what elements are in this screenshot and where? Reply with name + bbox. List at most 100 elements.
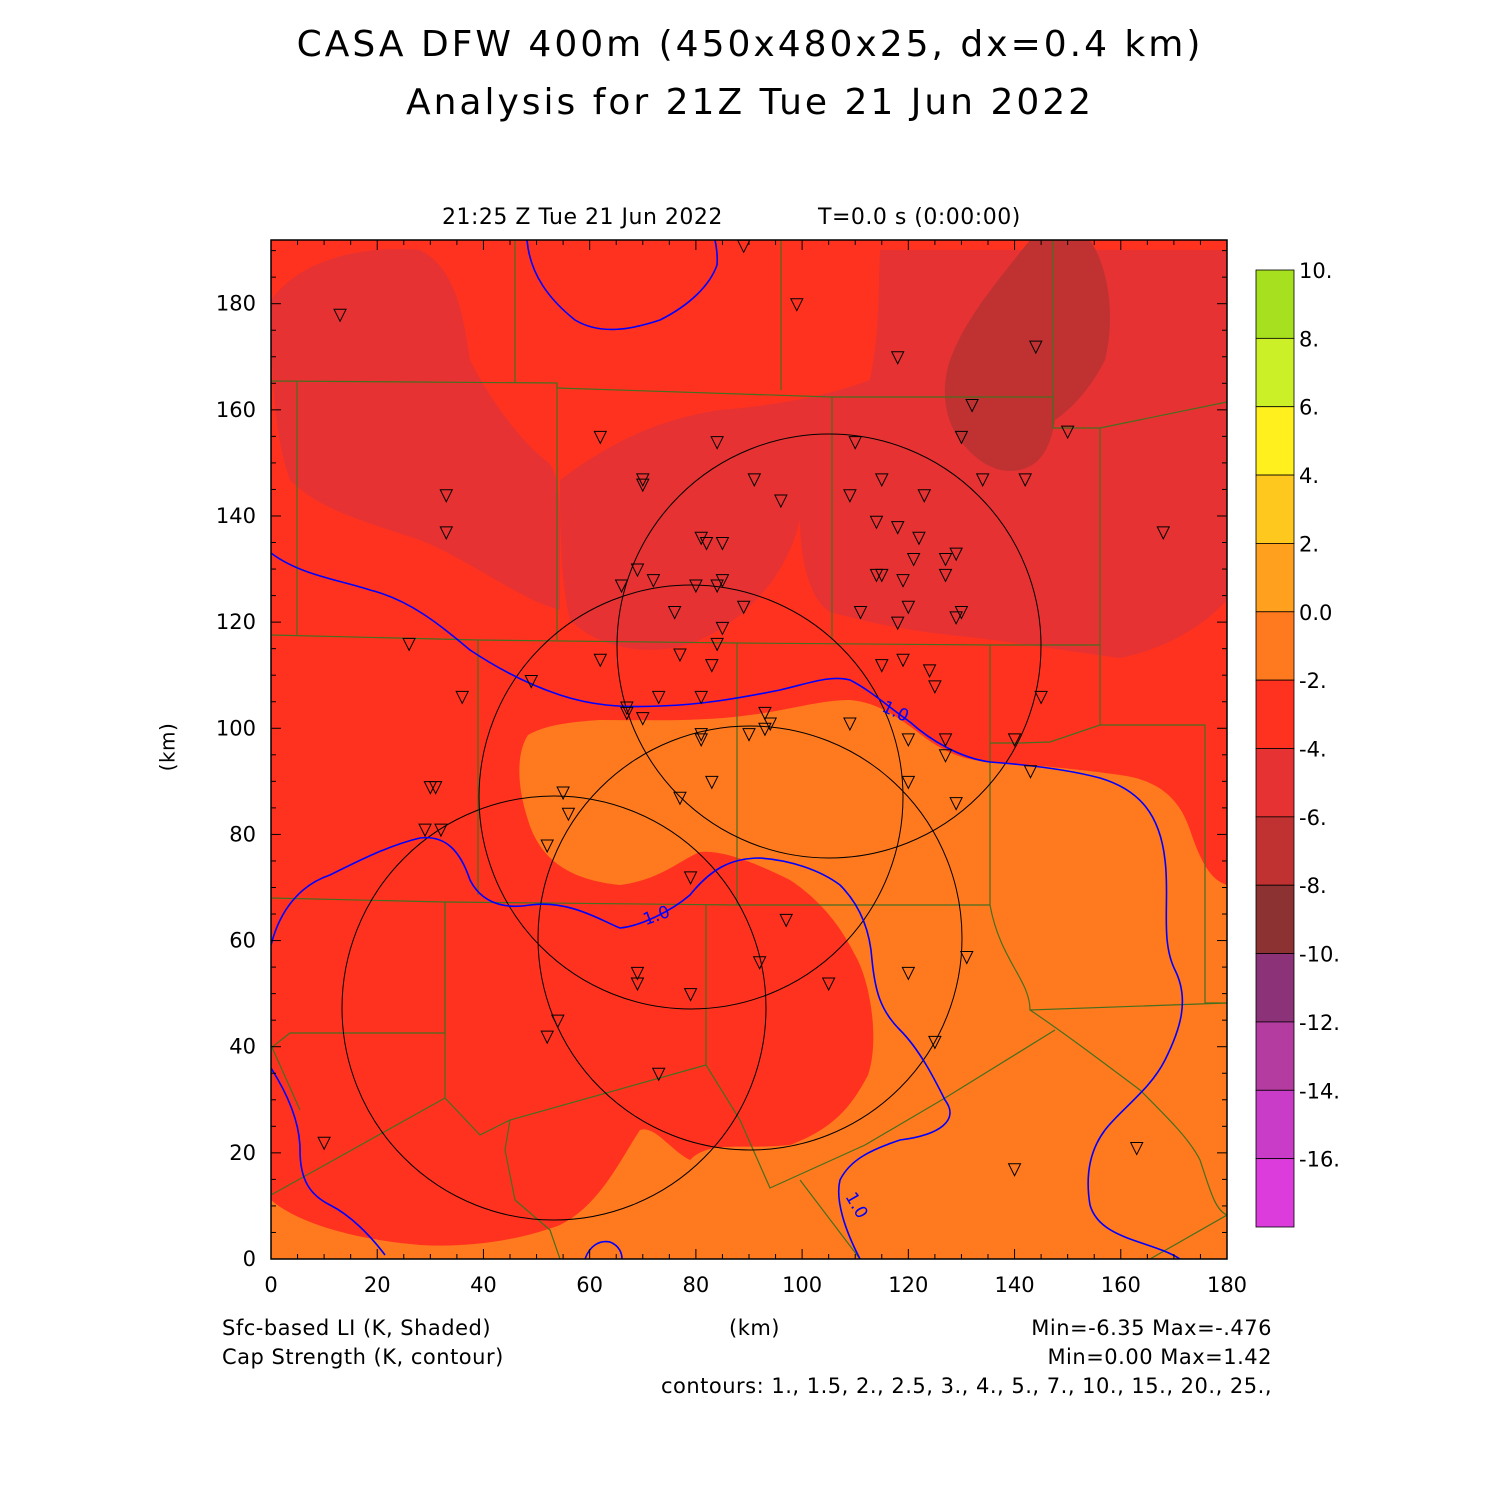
station-marker bbox=[673, 791, 687, 806]
y-tick-label: 0 bbox=[243, 1247, 256, 1271]
station-marker bbox=[715, 537, 730, 551]
x-tick-label: 120 bbox=[888, 1273, 928, 1297]
x-tick-label: 40 bbox=[470, 1273, 497, 1297]
li-region-minus2-to-0 bbox=[271, 700, 1227, 1259]
station-marker bbox=[694, 690, 709, 705]
station-marker bbox=[1007, 1163, 1022, 1177]
station-marker bbox=[938, 552, 953, 567]
station-marker bbox=[938, 749, 953, 763]
station-marker bbox=[402, 637, 416, 652]
colorbar-label: 4. bbox=[1299, 464, 1319, 488]
x-tick-label: 180 bbox=[1207, 1273, 1247, 1297]
station-marker bbox=[917, 489, 932, 503]
station-marker bbox=[896, 653, 910, 668]
y-tick-label: 80 bbox=[229, 822, 256, 846]
model-time: T=0.0 s (0:00:00) bbox=[818, 205, 1021, 230]
y-tick-label: 140 bbox=[216, 504, 256, 528]
station-marker bbox=[874, 568, 889, 583]
colorbar-label: -12. bbox=[1299, 1011, 1340, 1035]
station-marker bbox=[853, 606, 868, 620]
station-marker bbox=[821, 977, 836, 992]
station-marker bbox=[1034, 690, 1048, 705]
county-lines bbox=[271, 240, 1227, 1259]
li-region-minus6-to-minus4-west bbox=[271, 249, 560, 611]
shaded-range: Min=-6.35 Max=-.476 bbox=[1031, 1316, 1272, 1340]
colorbar-label: 8. bbox=[1299, 327, 1319, 351]
station-marker bbox=[890, 616, 905, 631]
station-marker bbox=[758, 706, 772, 721]
station-marker bbox=[540, 1030, 554, 1045]
colorbar-swatch bbox=[1255, 679, 1295, 749]
x-axis-label: (km) bbox=[729, 1316, 781, 1340]
title-line-2: Analysis for 21Z Tue 21 Jun 2022 bbox=[405, 82, 1095, 123]
station-marker bbox=[949, 547, 963, 562]
station-marker bbox=[890, 521, 905, 535]
colorbar-swatch bbox=[1255, 1021, 1295, 1091]
colorbar-swatch bbox=[1255, 543, 1295, 613]
station-marker bbox=[439, 489, 454, 503]
station-marker bbox=[874, 473, 889, 487]
y-tick-label: 20 bbox=[229, 1141, 256, 1165]
station-marker bbox=[333, 308, 347, 323]
station-marker bbox=[561, 807, 576, 822]
station-marker bbox=[651, 690, 666, 705]
radar-ring-2 bbox=[478, 584, 904, 1010]
x-tick-label: 60 bbox=[576, 1273, 603, 1297]
station-marker bbox=[593, 653, 608, 668]
shaded-field-label: Sfc-based LI (K, Shaded) bbox=[222, 1316, 492, 1340]
station-marker bbox=[1007, 733, 1022, 748]
station-marker bbox=[630, 966, 645, 981]
radar-range-rings bbox=[341, 433, 1042, 1221]
cap-contour-south bbox=[271, 836, 951, 1259]
station-marker bbox=[620, 706, 634, 721]
station-marker bbox=[901, 775, 916, 790]
contour-field-label: Cap Strength (K, contour) bbox=[222, 1345, 504, 1369]
station-marker bbox=[667, 606, 682, 620]
station-marker bbox=[705, 775, 719, 790]
station-marker bbox=[1156, 526, 1171, 541]
station-marker bbox=[954, 606, 969, 620]
colorbar-label: 2. bbox=[1299, 532, 1319, 556]
station-marker bbox=[954, 430, 969, 445]
colorbar-label: 0.0 bbox=[1299, 601, 1332, 625]
station-marker bbox=[901, 733, 916, 748]
colorbar-swatch bbox=[1255, 1089, 1295, 1160]
y-tick-label: 100 bbox=[216, 716, 256, 740]
station-marker bbox=[774, 494, 788, 509]
colorbar-swatch bbox=[1255, 884, 1295, 954]
station-marker bbox=[1023, 765, 1038, 779]
station-marker bbox=[949, 611, 963, 625]
shaded-field: 1.0 1.0 1.0 bbox=[271, 240, 1227, 1259]
station-marker bbox=[843, 717, 857, 732]
station-marker bbox=[1129, 1142, 1144, 1156]
station-marker bbox=[789, 298, 804, 312]
station-marker bbox=[455, 690, 470, 705]
cap-contour-north bbox=[526, 240, 719, 331]
station-marker bbox=[428, 781, 443, 795]
colorbar-label: 6. bbox=[1299, 396, 1319, 420]
x-tick-label: 20 bbox=[364, 1273, 391, 1297]
station-marker bbox=[843, 489, 857, 503]
valid-time: 21:25 Z Tue 21 Jun 2022 bbox=[442, 205, 723, 230]
station-marker bbox=[439, 526, 454, 541]
station-marker bbox=[747, 473, 762, 487]
station-marker bbox=[705, 659, 719, 673]
station-marker bbox=[890, 351, 905, 365]
colorbar-swatch bbox=[1255, 611, 1295, 681]
x-tick-label: 80 bbox=[683, 1273, 710, 1297]
station-marker bbox=[710, 579, 724, 594]
station-marker bbox=[763, 717, 778, 732]
y-tick-label: 40 bbox=[229, 1035, 256, 1059]
station-marker bbox=[906, 552, 921, 567]
station-marker bbox=[975, 473, 990, 487]
y-tick-label: 120 bbox=[216, 610, 256, 634]
colorbar-label: -6. bbox=[1299, 806, 1327, 830]
li-region-lt-minus6 bbox=[944, 240, 1110, 471]
colorbar-label: -14. bbox=[1299, 1079, 1340, 1103]
contour-range: Min=0.00 Max=1.42 bbox=[1047, 1345, 1272, 1369]
cap-contour-tiny bbox=[584, 1240, 623, 1259]
colorbar-swatch bbox=[1255, 337, 1295, 408]
station-marker bbox=[715, 574, 730, 588]
colorbar-label: -8. bbox=[1299, 874, 1327, 898]
station-marker bbox=[710, 436, 724, 450]
